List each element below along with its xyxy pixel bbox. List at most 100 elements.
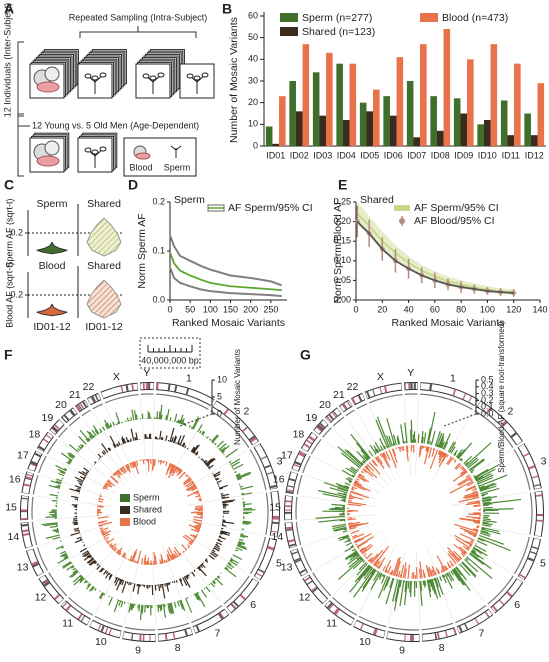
- track-bar: [102, 487, 105, 490]
- band-ring: [58, 427, 68, 438]
- x-tick-label: ID08: [431, 150, 450, 160]
- track-bar: [442, 574, 447, 584]
- track-bar: [193, 518, 203, 522]
- track-bar: [77, 447, 81, 451]
- track-bar: [461, 561, 477, 577]
- track-bar: [128, 603, 132, 613]
- track-bar: [193, 570, 196, 573]
- track-bar: [430, 430, 436, 446]
- track-bar: [74, 476, 84, 482]
- track-bar: [159, 430, 162, 440]
- track-bar: [215, 477, 219, 481]
- band: [342, 403, 348, 410]
- track-bar: [406, 445, 409, 453]
- track-bar: [426, 446, 429, 451]
- track-bar: [85, 580, 88, 584]
- track-bar: [95, 461, 97, 463]
- track-bar: [170, 602, 175, 614]
- track-bar: [198, 456, 200, 458]
- track-bar: [71, 495, 79, 499]
- track-bar: [461, 466, 465, 469]
- track-bar: [214, 442, 217, 446]
- track-bar: [102, 530, 112, 536]
- track-bar: [465, 442, 492, 467]
- track-bar: [415, 567, 418, 579]
- track-bar: [446, 572, 453, 582]
- track-bar: [344, 485, 350, 489]
- track-bar: [428, 566, 433, 577]
- track-bar: [439, 576, 443, 582]
- track-bar: [453, 550, 463, 560]
- track-bar: [236, 472, 251, 480]
- track-bar: [76, 536, 82, 540]
- legend-label: AF Sperm/95% CI: [414, 202, 499, 214]
- track-bar: [199, 565, 201, 567]
- track-bar: [55, 531, 59, 533]
- y-tick-label: 30: [248, 75, 258, 85]
- track-bar: [130, 417, 133, 421]
- band-ring: [81, 409, 91, 417]
- track-bar: [471, 549, 477, 554]
- legend-swatch: [120, 494, 130, 502]
- track-bar: [223, 453, 225, 456]
- track-bar: [98, 457, 101, 460]
- track-bar: [349, 495, 364, 500]
- chromosome-label: 10: [95, 636, 107, 648]
- divider: [445, 450, 511, 492]
- band-ring: [295, 521, 302, 546]
- track-bar: [198, 497, 202, 500]
- chromosome-label: 5: [276, 558, 282, 570]
- track-bar: [242, 520, 251, 523]
- band: [54, 424, 60, 430]
- track-bar: [177, 600, 180, 607]
- track-bar: [454, 534, 473, 546]
- ideogram: [37, 432, 53, 452]
- track-bar: [191, 481, 195, 484]
- group-label: Shared: [87, 260, 121, 272]
- band-ring: [529, 492, 533, 535]
- track-bar: [107, 542, 109, 545]
- track-bar: [331, 507, 345, 510]
- track-bar: [388, 435, 393, 447]
- track-bar: [432, 448, 435, 451]
- divider: [415, 549, 421, 626]
- track-bar: [198, 524, 202, 527]
- track-bar: [474, 464, 500, 479]
- track-bar: [114, 549, 117, 552]
- track-bar: [433, 578, 435, 581]
- track-bar: [354, 538, 364, 544]
- track-bar: [459, 518, 481, 523]
- track-bar: [181, 418, 185, 425]
- track-bar: [347, 518, 357, 521]
- track-bar: [179, 414, 184, 424]
- track-bar: [131, 461, 135, 468]
- track-bar: [395, 560, 401, 577]
- chromosome-label: 20: [319, 399, 331, 411]
- track-bar: [393, 556, 401, 577]
- track-bar: [447, 457, 454, 465]
- track-bar: [129, 558, 132, 562]
- track-bar: [67, 452, 75, 459]
- divider: [139, 398, 148, 475]
- track-bar: [349, 526, 357, 530]
- track-bar: [164, 583, 167, 587]
- track-bar: [222, 500, 233, 504]
- track-bar: [191, 571, 196, 577]
- divider: [70, 429, 125, 485]
- track-bar: [361, 460, 366, 464]
- track-bar: [470, 550, 484, 560]
- track-bar: [376, 449, 380, 453]
- track-bar: [79, 476, 86, 480]
- sperm-head: [201, 72, 209, 78]
- track-bar: [438, 451, 443, 458]
- track-bar: [466, 481, 475, 487]
- bar: [490, 44, 498, 146]
- track-bar: [69, 570, 78, 578]
- track-bar: [453, 568, 466, 586]
- x-tick-label: ID07: [407, 150, 426, 160]
- track-bar: [186, 574, 189, 579]
- track-bar: [361, 548, 368, 554]
- bar: [265, 126, 273, 146]
- track-bar: [472, 528, 479, 532]
- divider: [51, 530, 118, 570]
